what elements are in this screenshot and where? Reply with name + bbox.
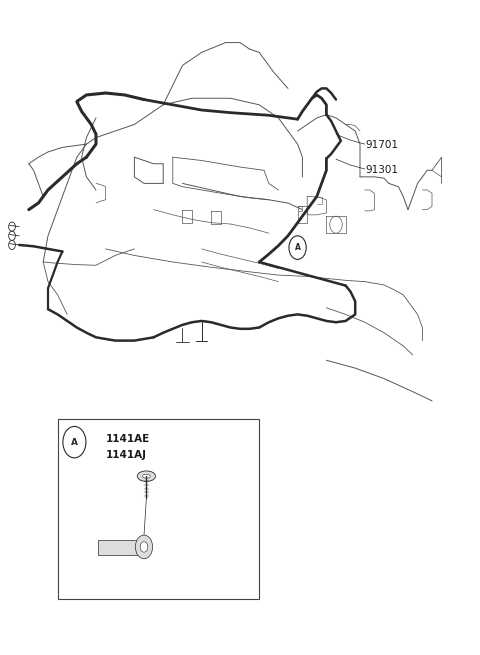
Text: 1141AE: 1141AE xyxy=(106,434,150,444)
Circle shape xyxy=(135,535,153,559)
Ellipse shape xyxy=(137,471,156,481)
Circle shape xyxy=(289,236,306,259)
Text: A: A xyxy=(71,438,78,447)
Text: 91301: 91301 xyxy=(366,165,399,176)
Bar xyxy=(98,540,146,555)
Text: 91701: 91701 xyxy=(366,140,399,151)
Text: 1141AJ: 1141AJ xyxy=(106,450,146,460)
Bar xyxy=(58,419,259,599)
Text: A: A xyxy=(295,243,300,252)
Circle shape xyxy=(140,542,148,552)
Circle shape xyxy=(63,426,86,458)
Ellipse shape xyxy=(143,474,150,478)
